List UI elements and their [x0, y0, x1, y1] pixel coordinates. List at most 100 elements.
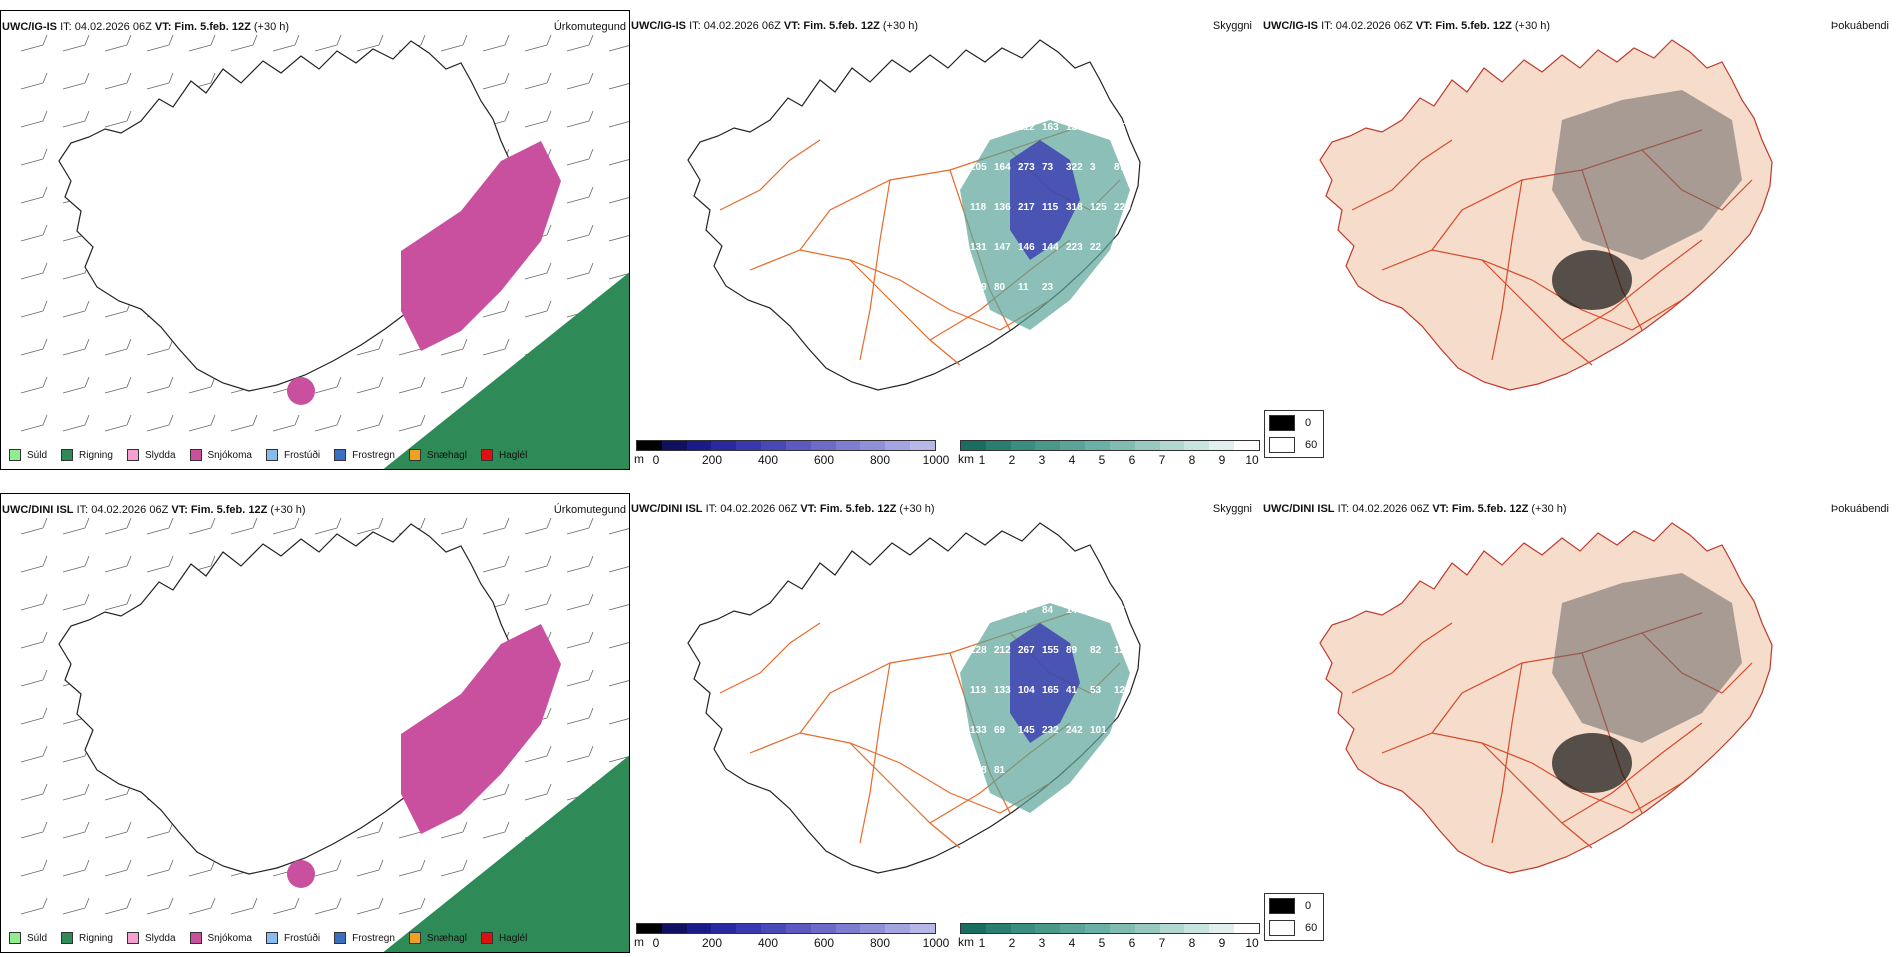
colorbar-tick: 600 — [813, 936, 835, 950]
legend-swatch — [480, 449, 493, 461]
colorbar-cell — [910, 441, 935, 450]
wind-barb — [566, 148, 594, 166]
legend-swatch — [126, 932, 139, 944]
precip-legend-item: Frostregn — [334, 932, 395, 944]
wind-barb — [356, 376, 384, 394]
road — [1351, 622, 1453, 694]
colorbar-tick: 2 — [1008, 936, 1016, 950]
wind-barb — [188, 376, 216, 394]
wind-barb — [20, 338, 48, 356]
colorbar-cell — [686, 924, 712, 933]
wind-barb — [440, 859, 468, 877]
wind-barb — [356, 517, 384, 535]
snow-area — [401, 141, 561, 351]
precip-legend-item: Haglél — [480, 449, 527, 461]
road — [1491, 179, 1523, 361]
wind-barb — [20, 821, 48, 839]
precip-type-panel: UWC/DINI ISL IT: 04.02.2026 06Z VT: Fim.… — [0, 493, 630, 953]
wind-barb — [20, 224, 48, 242]
cloud-base-label: 218 — [970, 765, 987, 776]
cloud-base-label: 217 — [1018, 202, 1035, 213]
wind-barb — [566, 631, 594, 649]
init-time: IT: 04.02.2026 06Z — [1337, 503, 1433, 515]
fog-area — [1552, 733, 1632, 793]
legend-swatch — [9, 932, 21, 944]
cloud-base-label: 242 — [1066, 725, 1083, 736]
colorbar-tick: 7 — [1158, 453, 1166, 467]
wind-barb — [188, 34, 216, 52]
colorbar-cell — [810, 924, 836, 933]
wind-barb — [608, 235, 629, 242]
cloud-base-label: 212 — [994, 645, 1011, 656]
wind-barb — [608, 528, 629, 535]
wind-barb — [440, 338, 468, 356]
model-name: UWC/DINI ISL — [2, 504, 74, 516]
wind-barb — [20, 897, 48, 915]
colorbar-cell — [1035, 924, 1061, 933]
colorbar-cell — [1234, 924, 1259, 933]
legend-swatch — [265, 449, 278, 461]
wind-barb — [524, 593, 552, 611]
wind-barb — [524, 262, 552, 280]
legend-swatch — [61, 449, 74, 461]
colorbar-cell — [1134, 441, 1160, 450]
cloud-base-label: 18 — [970, 122, 982, 133]
wind-barb — [524, 745, 552, 763]
colorbar-tick: 9 — [1218, 936, 1226, 950]
cloud-base-label: 144 — [1042, 242, 1059, 253]
colorbar-tick: 10 — [1245, 453, 1259, 467]
colorbar-tick: 9 — [1218, 453, 1226, 467]
wind-barb — [188, 859, 216, 877]
panel-header: UWC/DINI ISL IT: 04.02.2026 06Z VT: Fim.… — [631, 503, 935, 515]
fog-index-panel: UWC/IG-IS IT: 04.02.2026 06Z VT: Fim. 5.… — [1262, 10, 1892, 470]
ceiling-unit: m — [634, 935, 644, 949]
valid-time: VT: Fim. 5.feb. 12Z — [1432, 503, 1529, 515]
legend-swatch — [334, 449, 347, 461]
colorbar-cell — [1109, 441, 1135, 450]
wind-barb — [20, 72, 48, 90]
cloud-base-label: 89 — [1066, 645, 1078, 656]
wind-barb — [146, 897, 174, 915]
model-name: UWC/IG-IS — [1263, 20, 1318, 32]
colorbar-cell — [835, 441, 861, 450]
wind-barb — [20, 34, 48, 52]
colorbar-cell — [961, 441, 986, 450]
cloud-base-label: 125 — [1090, 202, 1107, 213]
fog-legend-high: 60 — [1305, 922, 1318, 934]
wind-barb — [62, 593, 90, 611]
lead-time: (+30 h) — [882, 20, 919, 32]
valid-time: VT: Fim. 5.feb. 12Z — [154, 21, 251, 33]
ceiling-colorbar-ticks: 0 200 400 600 800 1000 — [636, 451, 950, 467]
wind-barb — [608, 45, 629, 52]
wind-barb — [230, 414, 258, 432]
visibility-colorbar-ticks: 1 2 3 4 5 6 7 8 9 10 — [960, 451, 1260, 467]
cloud-base-label: 85 — [1114, 122, 1126, 133]
panel-title-cloud: Skyggni — [1212, 503, 1252, 515]
legend-swatch — [408, 932, 421, 944]
model-name: UWC/DINI ISL — [1263, 503, 1335, 515]
precip-legend: Súld Rigning Slydda Snjókoma Frostúði Frostre… — [3, 927, 535, 949]
wind-barb — [62, 783, 90, 801]
colorbar-cell — [1109, 924, 1135, 933]
cloud-base-label: 11 — [1018, 282, 1029, 293]
wind-barb — [356, 338, 384, 356]
ceiling-area — [1010, 140, 1080, 260]
wind-barb — [20, 148, 48, 166]
colorbar-tick: 4 — [1068, 453, 1076, 467]
wind-barb — [230, 517, 258, 535]
fog-legend-black-swatch — [1269, 415, 1295, 431]
cloud-visibility-panel: 18 182 212 163 136 137 85 205 164 273 73 322 3 87 118 1… — [630, 10, 1260, 470]
init-time: IT: 04.02.2026 06Z — [76, 504, 172, 516]
cloud-base-label: 232 — [1042, 725, 1059, 736]
colorbar-cell — [1010, 924, 1036, 933]
legend-label: Rigning — [79, 449, 113, 461]
wind-barb — [146, 376, 174, 394]
wind-barb — [104, 859, 132, 877]
colorbar-tick: 10 — [1245, 936, 1259, 950]
colorbar-tick: 400 — [757, 453, 779, 467]
cloud-base-label: 182 — [994, 122, 1011, 133]
wind-barb — [20, 262, 48, 280]
cloud-base-label: 267 — [1018, 645, 1035, 656]
road — [859, 179, 891, 361]
cloud-base-label: 69 — [994, 725, 1006, 736]
